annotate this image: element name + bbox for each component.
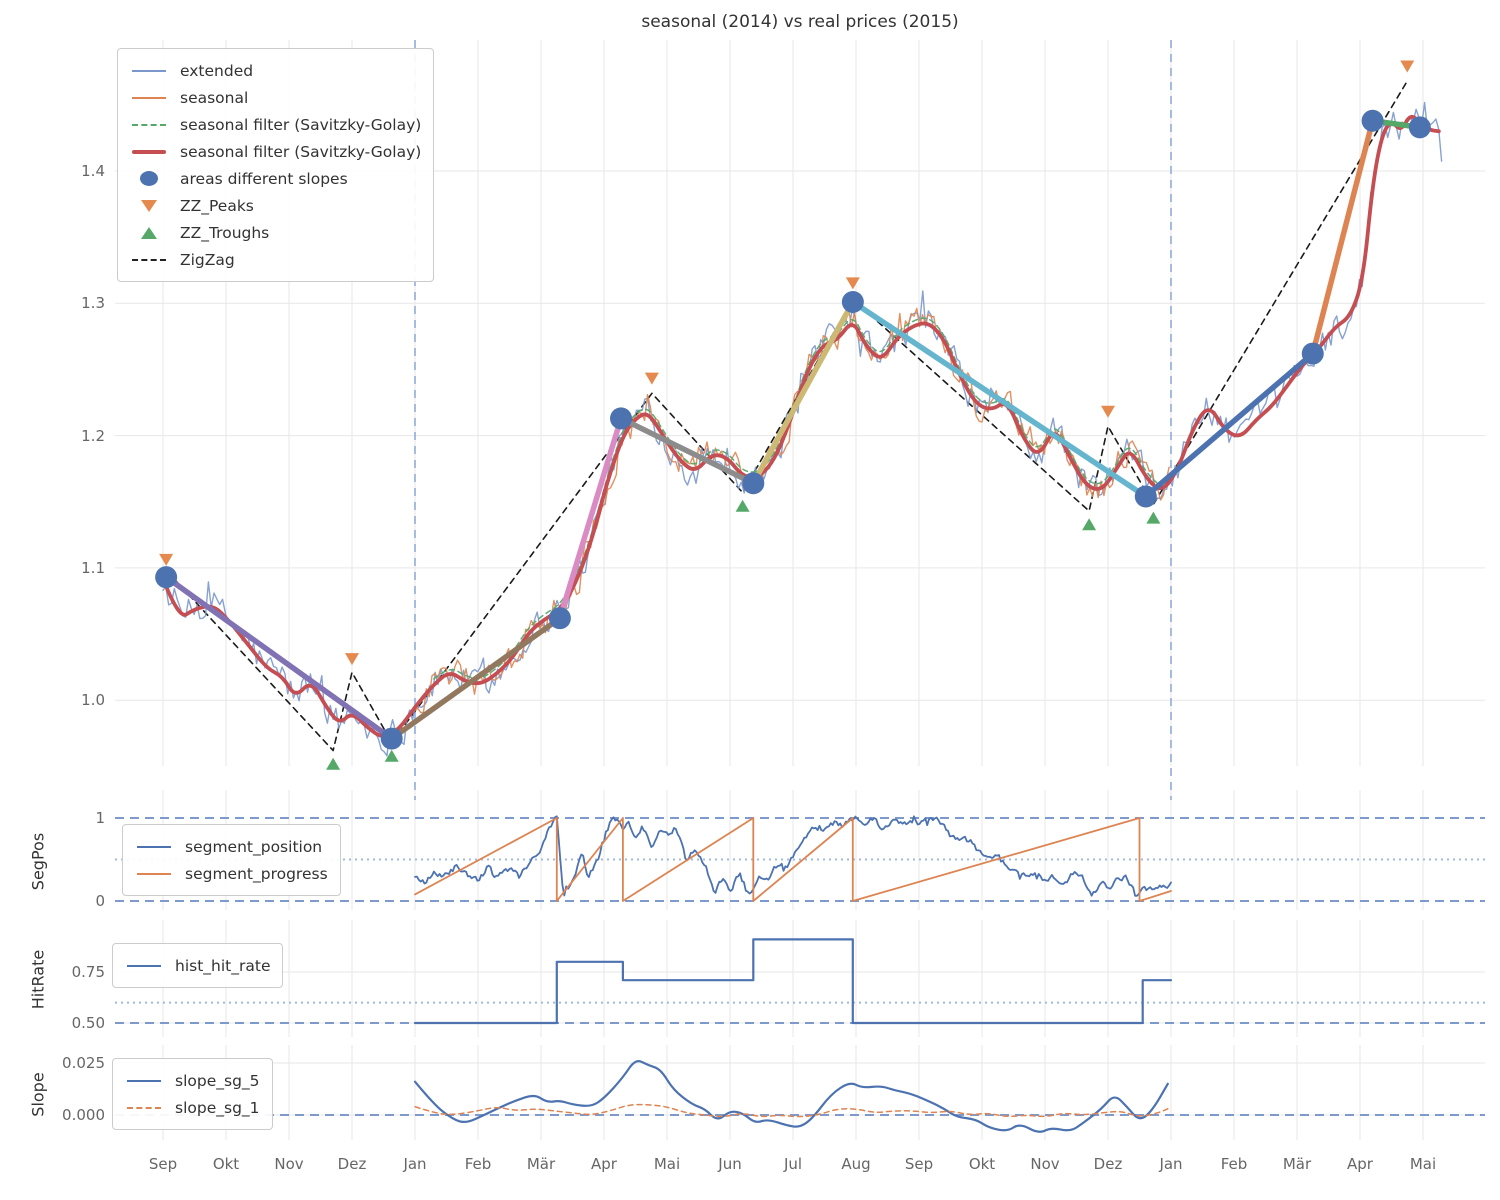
x-tick-label: Nov [1030, 1155, 1060, 1173]
x-tick-label: Dez [1093, 1155, 1123, 1173]
segpos-y-tick-label: 1 [95, 809, 105, 827]
legend-item-hist-hit-rate: hist_hit_rate [125, 952, 270, 979]
main-y-tick-label: 1.2 [81, 426, 105, 445]
dashed-green-line-icon [130, 123, 168, 126]
legend-item-segment-progress: segment_progress [135, 860, 328, 887]
legend-item-slope-sg-5: slope_sg_5 [125, 1067, 260, 1094]
x-tick-label: Feb [1220, 1155, 1248, 1173]
x-tick-label: Mai [653, 1155, 681, 1173]
main-y-tick-label: 1.3 [81, 294, 105, 313]
thick-red-line-icon [130, 149, 168, 154]
legend-item-seasonal-filter-dashed: seasonal filter (Savitzky-Golay) [130, 111, 421, 138]
hist-hit-rate-line-icon [125, 964, 163, 967]
dashed-black-line-icon [130, 258, 168, 261]
legend-item-extended: extended [130, 57, 421, 84]
legend-item-segment-position: segment_position [135, 833, 328, 860]
segpos-y-tick-label: 0 [95, 892, 105, 910]
x-tick-label: Nov [274, 1155, 304, 1173]
x-tick-label: Dez [337, 1155, 367, 1173]
x-tick-label: Jun [718, 1155, 742, 1173]
blue-dot-icon [130, 171, 168, 186]
triangle-up-icon [130, 226, 168, 239]
triangle-down-icon [130, 199, 168, 212]
x-tick-label: Aug [841, 1155, 871, 1173]
seasonal-line-icon [130, 96, 168, 99]
slope-axis-label: Slope [28, 1072, 48, 1117]
segpos-legend: segment_position segment_progress [122, 824, 341, 896]
x-tick-label: Mär [526, 1155, 556, 1173]
main-y-tick-label: 1.1 [81, 558, 105, 577]
hitrate-y-tick-label: 0.75 [71, 963, 105, 981]
slope-sg-1-dashed-line-icon [125, 1106, 163, 1109]
x-tick-label: Okt [968, 1155, 996, 1173]
x-tick-label: Feb [464, 1155, 492, 1173]
main-y-tick-label: 1.4 [81, 162, 105, 180]
legend-item-zz-troughs: ZZ_Troughs [130, 219, 421, 246]
x-tick-label: Apr [591, 1155, 617, 1173]
x-tick-label: Jan [403, 1155, 427, 1173]
slope-y-tick-label: 0.025 [62, 1054, 105, 1072]
x-tick-label: Okt [212, 1155, 240, 1173]
x-tick-label: Apr [1347, 1155, 1373, 1173]
legend-item-seasonal: seasonal [130, 84, 421, 111]
x-tick-label: Sep [904, 1155, 934, 1173]
extended-line-icon [130, 69, 168, 72]
main-y-tick-label: 1.0 [81, 691, 105, 710]
segment-position-line-icon [135, 845, 173, 848]
slope-legend: slope_sg_5 slope_sg_1 [112, 1058, 273, 1130]
hitrate-y-tick-label: 0.50 [71, 1014, 105, 1032]
x-tick-label: Mai [1409, 1155, 1437, 1173]
slope-y-tick-label: 0.000 [62, 1106, 105, 1124]
main-legend: extended seasonal seasonal filter (Savit… [117, 48, 435, 282]
legend-item-slope-sg-1: slope_sg_1 [125, 1094, 260, 1121]
legend-item-areas-different-slopes: areas different slopes [130, 165, 421, 192]
x-tick-label: Jul [783, 1155, 803, 1173]
x-tick-label: Sep [148, 1155, 178, 1173]
legend-item-zz-peaks: ZZ_Peaks [130, 192, 421, 219]
slope-sg-5-line-icon [125, 1079, 163, 1082]
hitrate-legend: hist_hit_rate [112, 943, 284, 988]
x-tick-label: Jan [1159, 1155, 1183, 1173]
legend-item-zigzag: ZigZag [130, 246, 421, 273]
chart-title: seasonal (2014) vs real prices (2015) [641, 12, 959, 32]
legend-item-seasonal-filter-thick: seasonal filter (Savitzky-Golay) [130, 138, 421, 165]
x-tick-label: Mär [1282, 1155, 1312, 1173]
segment-progress-line-icon [135, 872, 173, 875]
